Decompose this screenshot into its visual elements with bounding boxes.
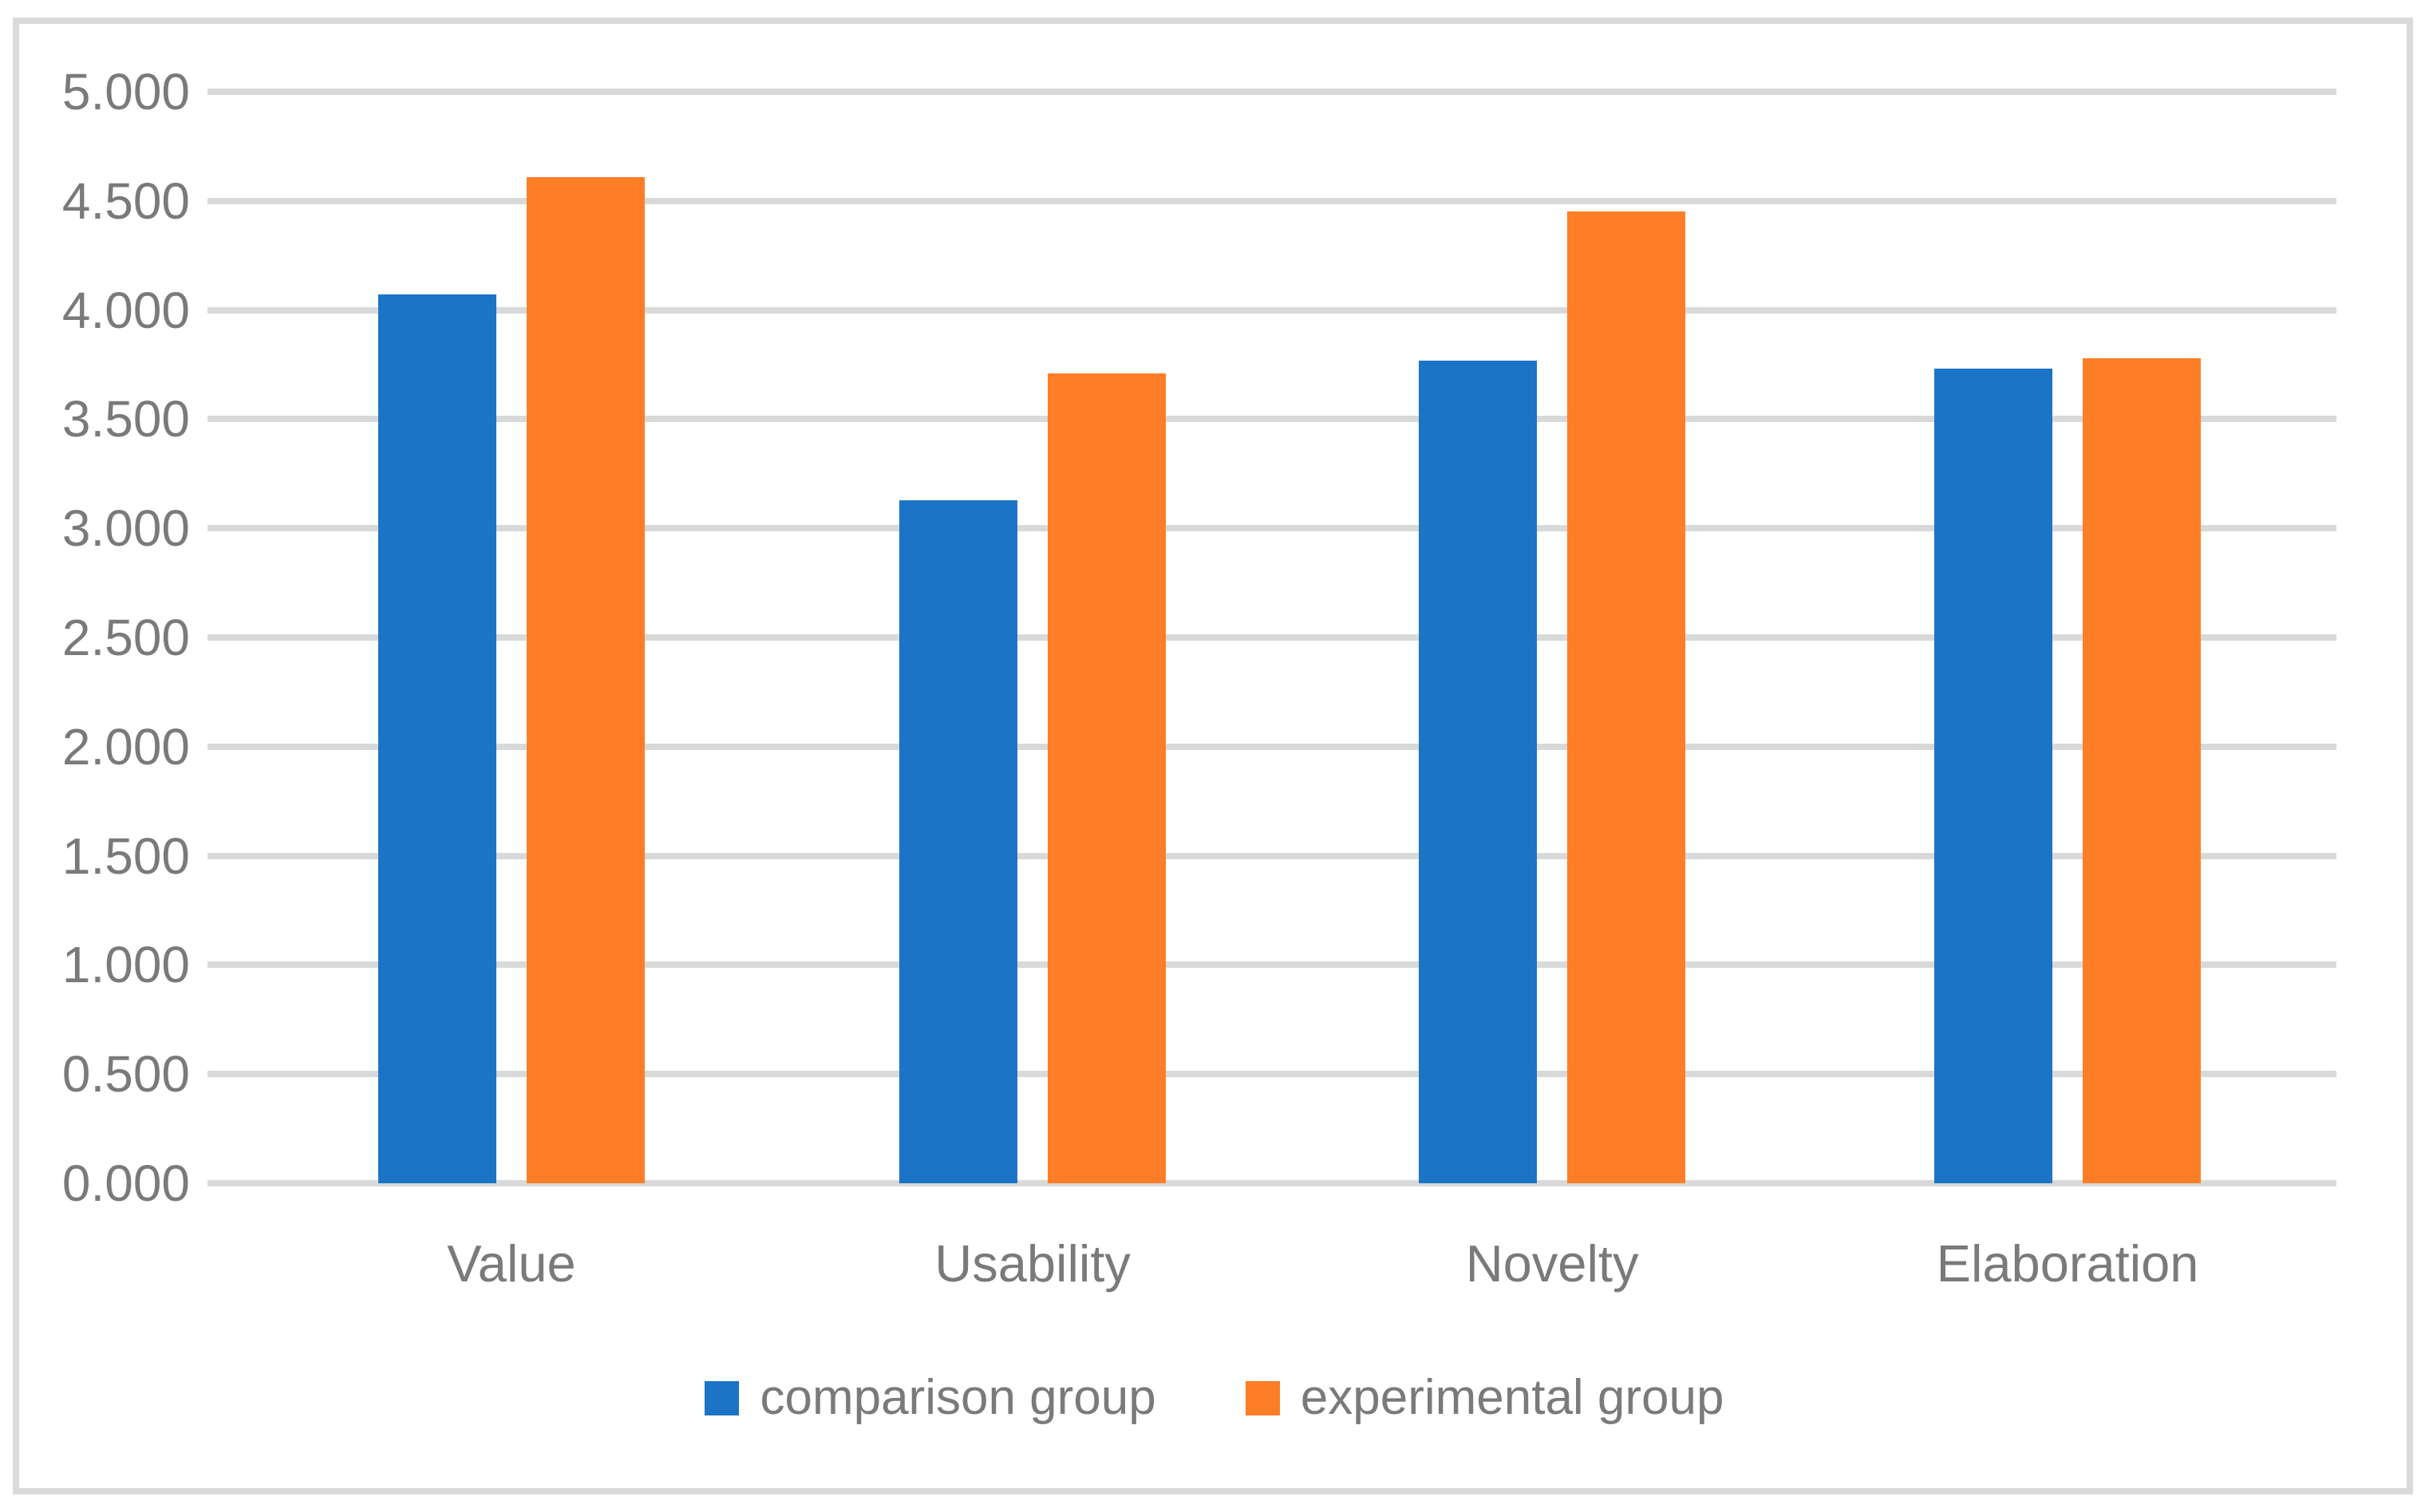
- y-axis-tick-label: 2.000: [61, 717, 190, 776]
- bar-comparison-group-novelty: [1419, 360, 1538, 1183]
- bar-comparison-group-value: [377, 294, 496, 1183]
- y-axis-tick-label: 1.500: [61, 827, 190, 885]
- bar-experimental-group-usability: [1048, 373, 1167, 1183]
- gridline-4.000: [207, 306, 2336, 314]
- gridline-1.500: [207, 852, 2336, 859]
- legend: comparison group experimental group: [0, 1366, 2429, 1430]
- legend-swatch-experimental-group-icon: [1245, 1380, 1280, 1415]
- bar-experimental-group-elaboration: [2083, 357, 2202, 1183]
- plot-area: 0.000 0.500 1.000 1.500 2.000 2.500 3.000 3.500…: [62, 63, 2336, 1212]
- legend-swatch-comparison-group-icon: [705, 1380, 740, 1415]
- y-axis-tick-label: 1.000: [61, 936, 190, 994]
- bar-experimental-group-value: [526, 176, 645, 1183]
- y-axis-tick-label: 3.000: [61, 499, 190, 558]
- legend-item-experimental-group: experimental group: [1245, 1366, 1724, 1430]
- gridline-0.500: [207, 1071, 2336, 1078]
- bar-comparison-group-usability: [899, 499, 1018, 1183]
- x-axis-label-elaboration: Elaboration: [1936, 1234, 2199, 1293]
- y-axis-tick-label: 0.000: [61, 1155, 190, 1212]
- x-axis-label-usability: Usability: [934, 1234, 1131, 1293]
- gridline-5.000: [207, 89, 2336, 95]
- bar-experimental-group-novelty: [1567, 211, 1686, 1183]
- y-axis-tick-label: 4.500: [61, 172, 190, 230]
- gridline-0.000: [207, 1180, 2336, 1186]
- y-axis-tick-label: 4.000: [61, 281, 190, 339]
- gridline-1.000: [207, 961, 2336, 969]
- gridline-3.500: [207, 416, 2336, 423]
- gridline-2.500: [207, 634, 2336, 641]
- bar-comparison-group-elaboration: [1934, 369, 2053, 1183]
- y-axis-tick-label: 0.500: [61, 1045, 190, 1103]
- legend-label-experimental-group: experimental group: [1300, 1370, 1724, 1425]
- gridline-3.000: [207, 525, 2336, 532]
- gridline-2.000: [207, 743, 2336, 750]
- x-axis-label-value: Value: [447, 1234, 576, 1293]
- y-axis-tick-label: 3.500: [61, 390, 190, 448]
- gridline-4.500: [207, 197, 2336, 204]
- y-axis-tick-label: 5.000: [61, 63, 190, 120]
- legend-item-comparison-group: comparison group: [705, 1366, 1156, 1430]
- legend-label-comparison-group: comparison group: [760, 1370, 1156, 1425]
- x-axis-label-novelty: Novelty: [1465, 1234, 1639, 1293]
- y-axis-tick-label: 2.500: [61, 609, 190, 666]
